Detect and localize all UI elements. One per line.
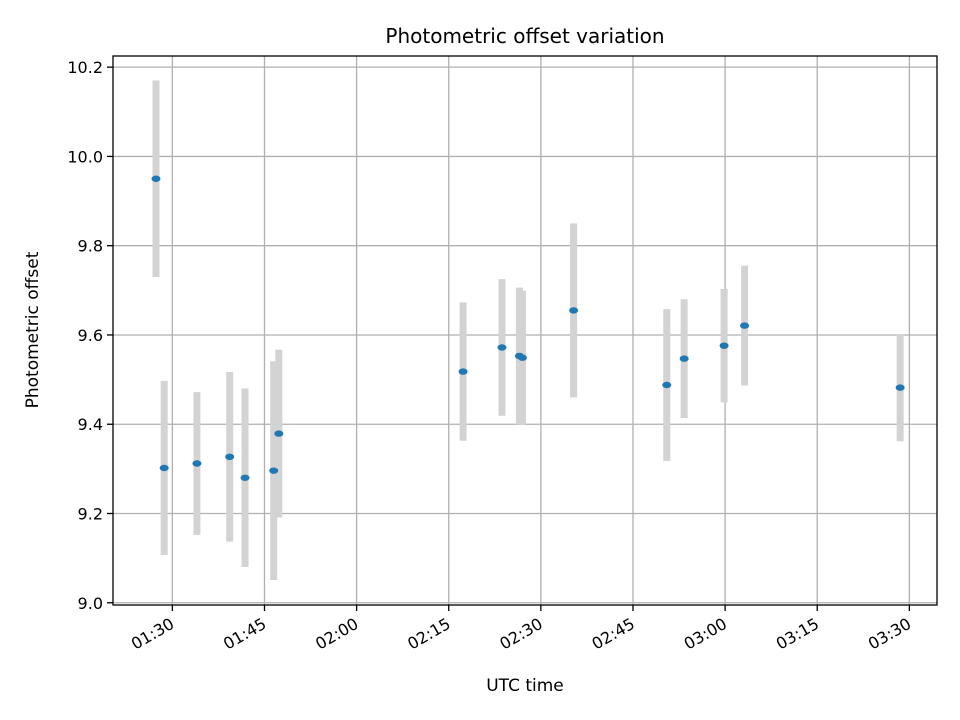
data-point [517,354,527,361]
data-point [719,342,729,349]
x-tick-label: 03:15 [773,614,822,654]
x-tick-label: 01:45 [220,614,269,654]
data-point [151,175,161,182]
plot-frame [112,55,938,606]
x-tick-label: 02:45 [589,614,638,654]
y-tick-label: 9.4 [78,415,103,434]
x-axis-title: UTC time [486,676,564,696]
data-point [274,430,284,437]
data-point [159,464,169,472]
y-tick-label: 9.6 [78,326,103,345]
error-bars [152,80,904,581]
chart-title: Photometric offset variation [385,24,664,48]
data-point [569,307,579,314]
y-tick-label: 9.0 [78,594,103,613]
y-tick-label: 10.0 [67,147,103,166]
x-tick-label: 03:00 [681,614,730,654]
y-axis-title: Photometric offset [23,251,43,408]
y-tick-label: 9.8 [78,237,103,256]
x-tick-label: 02:00 [312,614,361,654]
data-point [192,460,202,467]
x-tick-label: 02:15 [404,614,453,654]
x-tick-label: 03:30 [865,614,914,654]
y-tick-label: 9.2 [78,505,103,524]
y-axis-ticks: 9.0 9.2 9.4 9.6 9.8 10.0 10.2 [67,58,113,613]
data-point [240,474,250,481]
data-point [458,368,468,375]
y-tick-label: 10.2 [67,58,103,77]
x-tick-label: 01:30 [128,614,177,654]
data-point [497,344,507,351]
data-points [151,175,905,481]
data-point [662,381,672,389]
data-point [895,384,905,391]
data-point [269,467,279,474]
x-tick-label: 02:30 [496,614,545,654]
x-axis-ticks: 01:30 01:45 02:00 02:15 02:30 02:45 03:00 03:15… [128,605,914,654]
data-point [225,453,235,461]
data-point [740,322,750,329]
data-point [679,355,689,362]
